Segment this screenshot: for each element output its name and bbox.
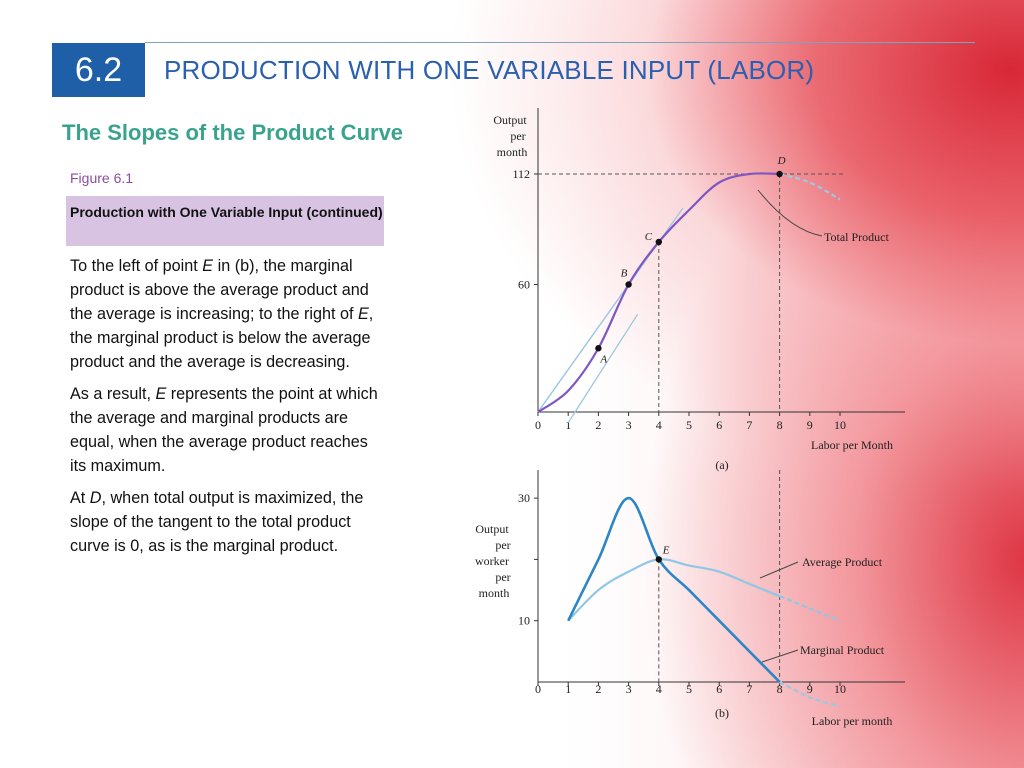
b-x-tick-label: 5 [686, 682, 692, 696]
b-y-label-5: month [479, 586, 510, 600]
body-text: To the left of point E in (b), the margi… [70, 254, 388, 566]
b-x-tick-label: 4 [656, 682, 662, 696]
a-x-label: Labor per Month [811, 438, 893, 452]
b-y-label-4: per [495, 570, 510, 584]
average-product-curve [567, 558, 781, 622]
a-x-tick-label: 3 [626, 418, 632, 432]
a-x-tick-label: 1 [565, 418, 571, 432]
marginal-product-curve [567, 496, 781, 683]
a-x-tick-label: 5 [686, 418, 692, 432]
marginal-product-pointer [761, 649, 799, 663]
b-x-tick-label: 10 [834, 682, 846, 696]
header-rule [145, 42, 975, 43]
figure-caption: Production with One Variable Input (cont… [66, 196, 384, 246]
b-x-tick-label: 2 [595, 682, 601, 696]
point-label-d: D [777, 155, 786, 167]
average-product-pointer [759, 561, 799, 579]
a-x-tick-label: 2 [595, 418, 601, 432]
a-y-tick-label: 60 [518, 278, 530, 292]
average-product-curve-tail [779, 595, 841, 622]
point-d [776, 170, 783, 178]
a-y-label-2: per [510, 129, 525, 143]
b-x-tick-label: 1 [565, 682, 571, 696]
paragraph-1: To the left of point E in (b), the margi… [70, 257, 374, 371]
a-x-tick-label: 7 [746, 418, 752, 432]
paragraph-3: At D, when total output is maximized, th… [70, 489, 364, 555]
b-x-tick-label: 8 [777, 682, 783, 696]
b-y-tick-label: 30 [518, 491, 530, 505]
a-x-tick-label: 9 [807, 418, 813, 432]
marginal-product-legend: Marginal Product [800, 643, 885, 657]
b-y-label-3: worker [475, 554, 509, 568]
point-c [655, 238, 662, 246]
italic-term: E [357, 305, 369, 323]
point-label-b: B [621, 268, 628, 280]
slide-title: PRODUCTION WITH ONE VARIABLE INPUT (LABO… [164, 55, 815, 85]
a-x-tick-label: 8 [777, 418, 783, 432]
point-label-c: C [645, 231, 653, 243]
a-x-tick-label: 0 [535, 418, 541, 432]
a-panel-label: (a) [715, 458, 728, 472]
b-panel-label: (b) [715, 706, 729, 720]
slide-subtitle: The Slopes of the Product Curve [62, 120, 404, 145]
a-y-tick-label: 112 [512, 167, 530, 181]
italic-term: E [202, 257, 214, 275]
point-label-e: E [662, 544, 670, 556]
b-x-tick-label: 3 [626, 682, 632, 696]
b-x-tick-label: 6 [716, 682, 722, 696]
a-y-label-1: Output [493, 113, 527, 127]
point-label-a: A [599, 353, 607, 365]
b-y-label-1: Output [475, 522, 509, 536]
paragraph-2: As a result, E represents the point at w… [70, 385, 378, 475]
point-b [625, 281, 632, 288]
section-number: 6.2 [52, 43, 145, 97]
total-product-annotation: Total Product [824, 230, 889, 244]
point-e [655, 556, 662, 563]
italic-term: D [89, 489, 102, 507]
a-y-label-3: month [497, 145, 528, 159]
figure-label: Figure 6.1 [70, 170, 134, 186]
total-product-pointer [757, 189, 823, 237]
b-y-tick-label: 10 [518, 614, 530, 628]
point-a [595, 345, 602, 352]
b-y-label-2: per [495, 538, 510, 552]
a-x-tick-label: 6 [716, 418, 722, 432]
total-product-curve-tail [779, 172, 841, 201]
italic-term: E [155, 385, 167, 403]
a-x-tick-label: 10 [834, 418, 846, 432]
b-x-tick-label: 9 [807, 682, 813, 696]
a-x-tick-label: 4 [656, 418, 662, 432]
marginal-product-curve-tail [779, 680, 841, 708]
b-x-tick-label: 7 [746, 682, 752, 696]
b-x-label: Labor per month [812, 714, 893, 728]
average-product-legend: Average Product [802, 555, 883, 569]
text-panel [60, 160, 400, 718]
b-x-tick-label: 0 [535, 682, 541, 696]
a-tangent-a [567, 313, 639, 423]
